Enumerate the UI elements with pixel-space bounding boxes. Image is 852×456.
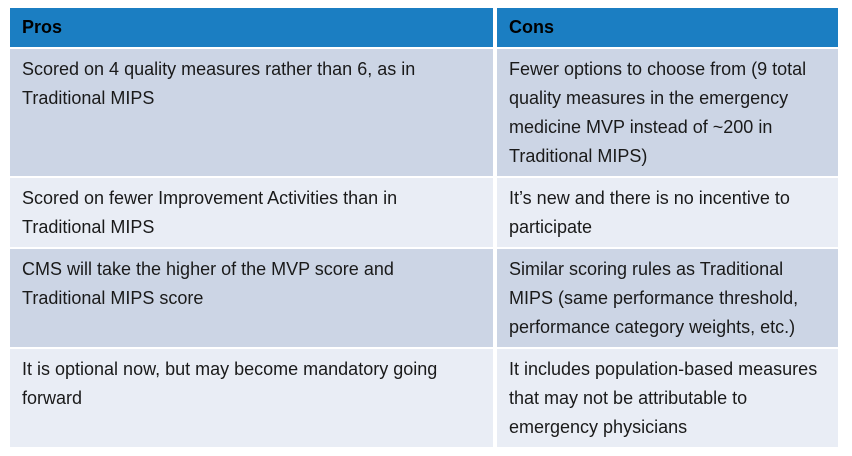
table-row: Scored on 4 quality measures rather than… <box>10 49 838 178</box>
header-row: Pros Cons <box>10 8 838 49</box>
pros-cell: Scored on fewer Improvement Activities t… <box>10 178 497 249</box>
pros-cell: CMS will take the higher of the MVP scor… <box>10 249 497 349</box>
pros-cons-table-container: Pros Cons Scored on 4 quality measures r… <box>10 8 838 447</box>
pros-cell: Scored on 4 quality measures rather than… <box>10 49 497 178</box>
cons-cell: Fewer options to choose from (9 total qu… <box>497 49 838 178</box>
column-header-cons: Cons <box>497 8 838 49</box>
pros-cell: It is optional now, but may become manda… <box>10 349 497 447</box>
column-header-pros: Pros <box>10 8 497 49</box>
cons-cell: It includes population-based measures th… <box>497 349 838 447</box>
table-row: It is optional now, but may become manda… <box>10 349 838 447</box>
cons-cell: Similar scoring rules as Traditional MIP… <box>497 249 838 349</box>
table-row: CMS will take the higher of the MVP scor… <box>10 249 838 349</box>
table-row: Scored on fewer Improvement Activities t… <box>10 178 838 249</box>
cons-cell: It’s new and there is no incentive to pa… <box>497 178 838 249</box>
pros-cons-table: Pros Cons Scored on 4 quality measures r… <box>10 8 838 447</box>
